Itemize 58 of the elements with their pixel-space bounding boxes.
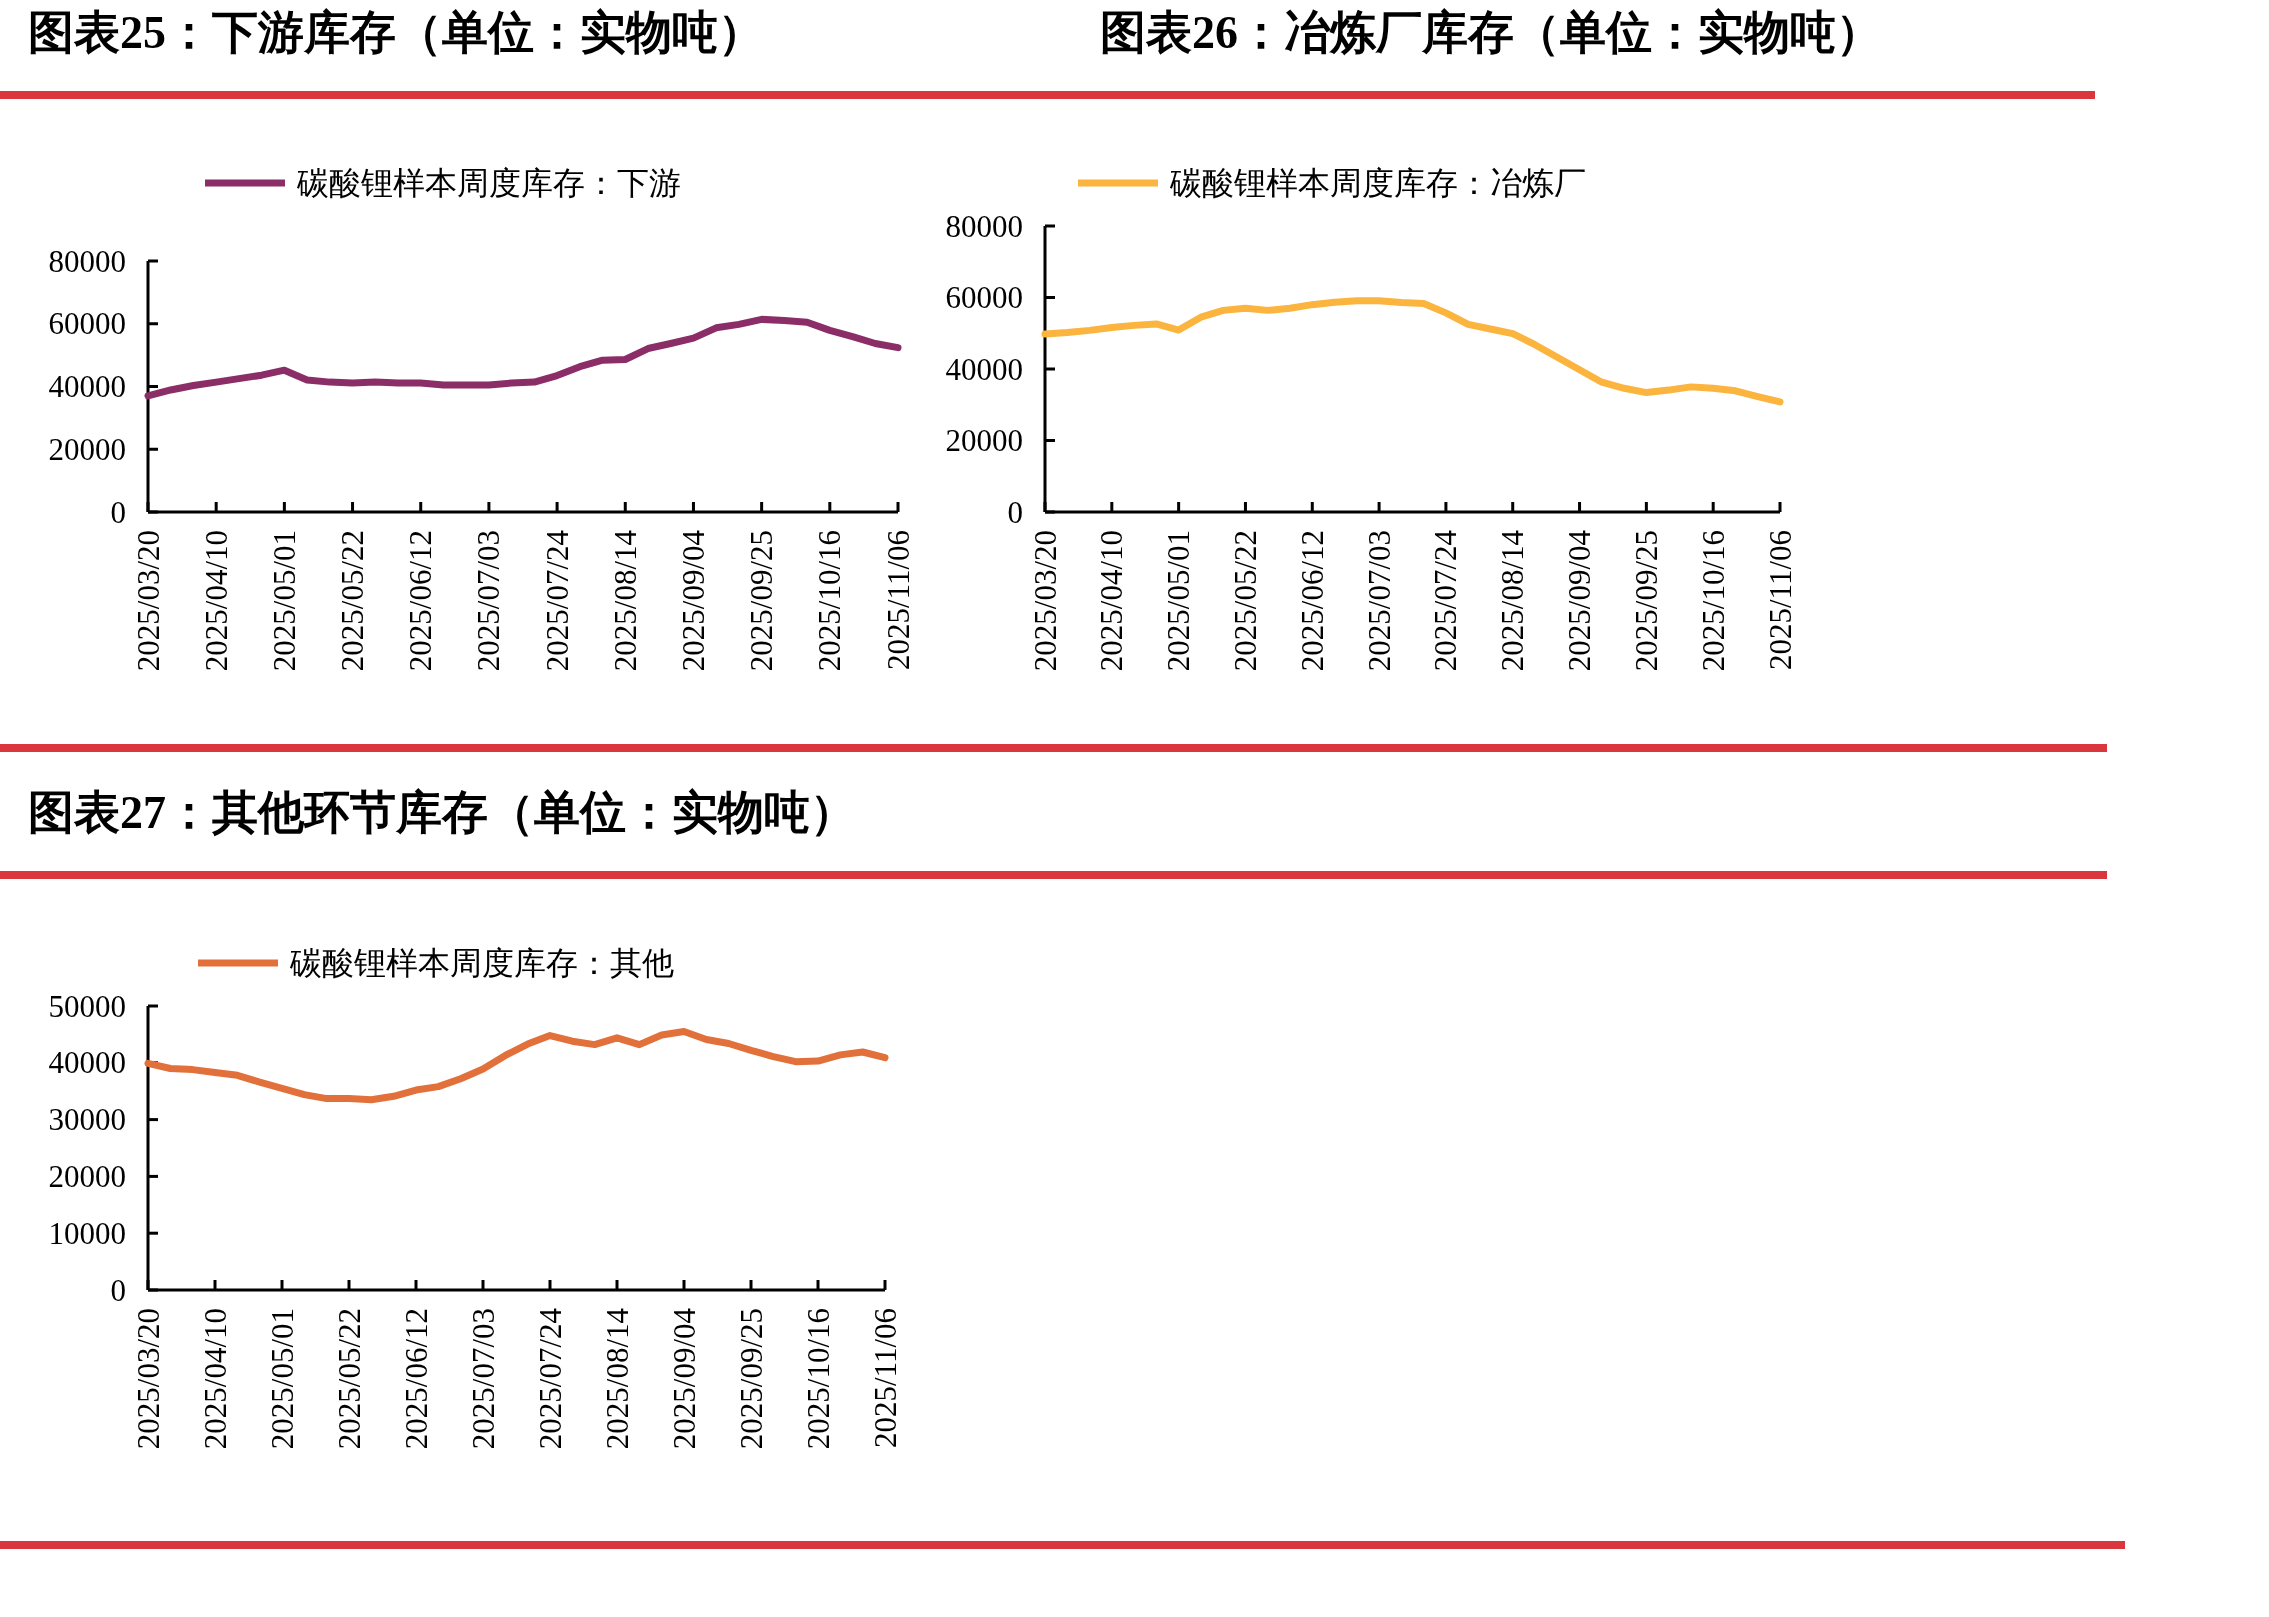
x-tick-label: 2025/06/12 bbox=[1294, 530, 1330, 672]
y-tick-label: 20000 bbox=[48, 431, 126, 467]
x-tick-label: 2025/11/06 bbox=[880, 530, 916, 671]
x-tick-label: 2025/06/12 bbox=[398, 1308, 434, 1450]
x-tick-label: 2025/11/06 bbox=[1762, 530, 1798, 671]
y-tick-label: 40000 bbox=[48, 1045, 126, 1081]
legend-label: 碳酸锂样本周度库存：下游 bbox=[296, 165, 681, 201]
x-tick-label: 2025/05/01 bbox=[264, 1308, 300, 1450]
x-tick-label: 2025/07/24 bbox=[1428, 529, 1464, 672]
chart-title: 图表25：下游库存（单位：实物吨） bbox=[28, 7, 764, 58]
x-tick-label: 2025/07/03 bbox=[471, 530, 507, 672]
y-tick-label: 0 bbox=[1007, 494, 1023, 530]
y-tick-label: 40000 bbox=[945, 351, 1023, 387]
x-tick-label: 2025/03/20 bbox=[1027, 530, 1063, 672]
x-tick-label: 2025/09/04 bbox=[666, 1307, 702, 1450]
x-tick-label: 2025/09/04 bbox=[675, 529, 711, 672]
x-tick-label: 2025/11/06 bbox=[867, 1308, 903, 1449]
y-tick-label: 10000 bbox=[48, 1215, 126, 1251]
y-tick-label: 20000 bbox=[945, 423, 1023, 458]
y-tick-label: 50000 bbox=[48, 988, 126, 1024]
x-tick-label: 2025/10/16 bbox=[1695, 530, 1731, 672]
legend-label: 碳酸锂样本周度库存：冶炼厂 bbox=[1169, 165, 1586, 201]
x-tick-label: 2025/04/10 bbox=[1094, 530, 1130, 672]
x-tick-label: 2025/04/10 bbox=[198, 530, 234, 672]
y-tick-label: 80000 bbox=[945, 208, 1023, 244]
chart-title: 图表27：其他环节库存（单位：实物吨） bbox=[28, 787, 856, 838]
x-tick-label: 2025/09/25 bbox=[733, 1308, 769, 1450]
y-tick-label: 20000 bbox=[48, 1158, 126, 1194]
x-tick-label: 2025/08/14 bbox=[607, 529, 643, 672]
x-tick-label: 2025/08/14 bbox=[599, 1307, 635, 1450]
x-tick-label: 2025/05/22 bbox=[331, 1308, 367, 1450]
x-tick-label: 2025/05/01 bbox=[266, 530, 302, 672]
x-tick-label: 2025/07/03 bbox=[465, 1308, 501, 1450]
y-tick-label: 0 bbox=[110, 494, 126, 530]
x-tick-label: 2025/09/04 bbox=[1562, 529, 1598, 672]
x-tick-label: 2025/03/20 bbox=[130, 1308, 166, 1450]
y-tick-label: 80000 bbox=[48, 243, 126, 279]
x-tick-label: 2025/07/03 bbox=[1361, 530, 1397, 672]
y-tick-label: 60000 bbox=[945, 280, 1023, 315]
y-tick-label: 60000 bbox=[48, 306, 126, 342]
y-tick-label: 40000 bbox=[48, 369, 126, 404]
x-tick-label: 2025/06/12 bbox=[403, 530, 439, 672]
x-tick-label: 2025/09/25 bbox=[1628, 530, 1664, 672]
x-tick-label: 2025/04/10 bbox=[197, 1308, 233, 1450]
x-tick-label: 2025/08/14 bbox=[1495, 529, 1531, 672]
y-tick-label: 30000 bbox=[48, 1102, 126, 1138]
x-tick-label: 2025/10/16 bbox=[812, 530, 848, 672]
x-tick-label: 2025/10/16 bbox=[800, 1308, 836, 1450]
x-tick-label: 2025/07/24 bbox=[539, 529, 575, 672]
x-tick-label: 2025/05/22 bbox=[1227, 530, 1263, 672]
legend-label: 碳酸锂样本周度库存：其他 bbox=[289, 945, 674, 981]
x-tick-label: 2025/07/24 bbox=[532, 1307, 568, 1450]
chart-title: 图表26：冶炼厂库存（单位：实物吨） bbox=[1100, 7, 1882, 58]
y-tick-label: 0 bbox=[110, 1272, 126, 1308]
x-tick-label: 2025/03/20 bbox=[130, 530, 166, 672]
x-tick-label: 2025/05/22 bbox=[335, 530, 371, 672]
x-tick-label: 2025/09/25 bbox=[744, 530, 780, 672]
x-tick-label: 2025/05/01 bbox=[1161, 530, 1197, 672]
